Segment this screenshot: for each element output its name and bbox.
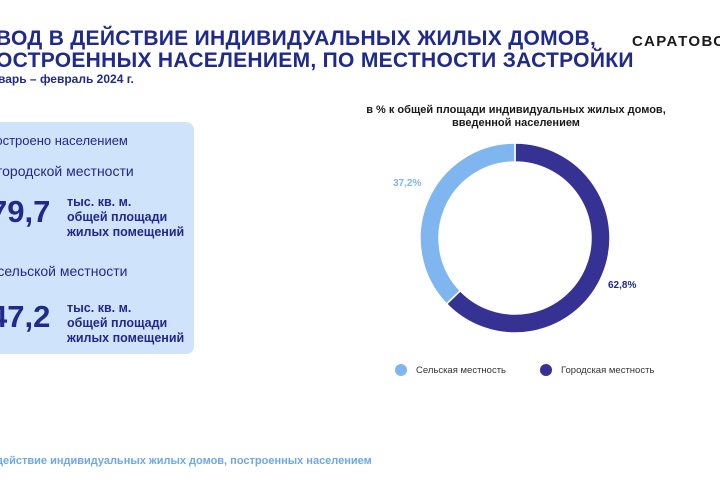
rural-percent-label: 37,2% [393,178,422,189]
legend-swatch-urban [540,364,552,376]
footer-note: действие индивидуальных жилых домов, пос… [0,455,372,467]
panel-heading: Построено населением [0,133,128,148]
urban-value: 79,7 [0,194,51,229]
chart-title: в % к общей площади индивидуальных жилых… [356,104,676,130]
period-subtitle: варь – февраль 2024 г. [0,72,134,86]
legend-label-rural: Сельская местность [416,364,506,376]
chart-title-line: введенной населением [452,117,580,129]
legend-swatch-rural [395,364,407,376]
legend-item-rural: Сельская местность [395,364,506,376]
brand-logo: САРАТОВС [632,33,720,50]
donut-slice-urban [445,142,611,334]
title-line-1: ВОД В ДЕЙСТВИЕ ИНДИВИДУАЛЬНЫХ ЖИЛЫХ ДОМО… [0,27,597,50]
rural-unit-line: тыс. кв. м. [67,301,132,315]
urban-unit: тыс. кв. м. общей площади жилых помещени… [67,195,192,240]
urban-label: в городской местности [0,163,134,179]
chart-title-line: в % к общей площади индивидуальных жилых… [366,104,666,116]
rural-value: 47,2 [0,299,51,334]
rural-label: в сельской местности [0,263,128,279]
urban-percent-label: 62,8% [608,280,637,291]
rural-unit-line: жилых помещений [67,331,185,345]
summary-panel [0,122,194,354]
page-title: ВОД В ДЕЙСТВИЕ ИНДИВИДУАЛЬНЫХ ЖИЛЫХ ДОМО… [0,27,634,72]
donut-slice-rural [419,142,516,305]
urban-unit-line: общей площади [67,210,168,224]
legend-item-urban: Городская местность [540,364,654,376]
title-line-2: ОСТРОЕННЫХ НАСЕЛЕНИЕМ, ПО МЕСТНОСТИ ЗАСТ… [0,49,634,72]
rural-unit: тыс. кв. м. общей площади жилых помещени… [67,301,192,346]
urban-unit-line: жилых помещений [67,225,185,239]
rural-unit-line: общей площади [67,316,168,330]
urban-unit-line: тыс. кв. м. [67,195,132,209]
donut-chart [419,142,611,334]
legend-label-urban: Городская местность [561,364,655,376]
